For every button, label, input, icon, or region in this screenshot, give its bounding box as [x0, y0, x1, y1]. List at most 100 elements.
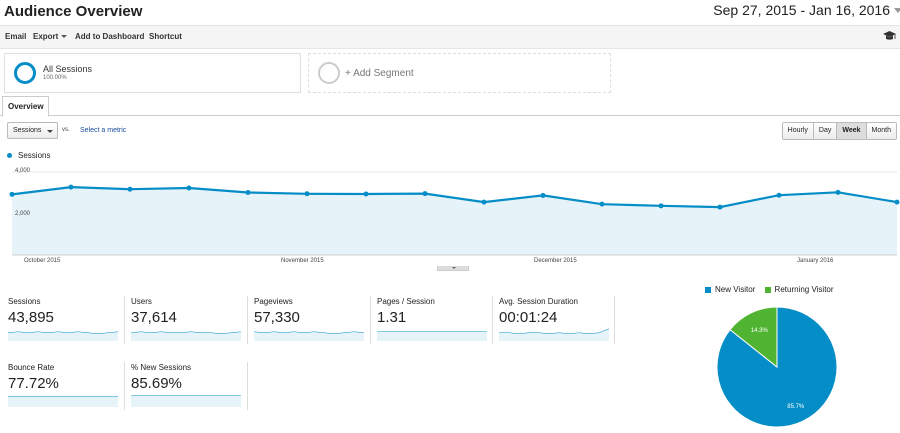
metric-divider: [247, 296, 248, 344]
sessions-point[interactable]: [717, 204, 723, 210]
report-tabs: Overview: [0, 96, 900, 117]
granularity-selector: Hourly Day Week Month: [781, 122, 897, 140]
add-segment-button[interactable]: + Add Segment: [308, 53, 611, 93]
x-tick-label: December 2015: [534, 258, 577, 264]
sessions-point[interactable]: [186, 185, 192, 191]
returning-visitor-swatch: [764, 286, 771, 293]
sparkline: [499, 328, 609, 341]
metric-divider: [124, 296, 125, 344]
sessions-point[interactable]: [776, 192, 782, 198]
visitor-type-pie-chart[interactable]: 85.7% 14.3%: [715, 305, 839, 429]
sessions-point[interactable]: [127, 186, 133, 192]
metric-label: Bounce Rate: [8, 363, 55, 372]
sessions-point[interactable]: [540, 192, 546, 198]
date-range-label: Sep 27, 2015 - Jan 16, 2016: [713, 2, 890, 18]
granularity-hourly[interactable]: Hourly: [782, 123, 813, 139]
metric-value: 85.69%: [131, 375, 182, 392]
pie-legend-label: New Visitor: [715, 285, 756, 294]
sessions-point[interactable]: [68, 184, 74, 190]
metric-label: Pageviews: [254, 297, 293, 306]
collapse-arrow-icon: [452, 267, 456, 269]
sessions-legend-label: Sessions: [18, 151, 51, 160]
metric-value: 00:01:24: [499, 309, 558, 326]
pie-legend: New Visitor Returning Visitor: [705, 285, 834, 294]
sessions-point[interactable]: [599, 201, 605, 207]
metric-bounce-rate[interactable]: Bounce Rate 77.72%: [8, 363, 118, 407]
metric-divider: [614, 296, 615, 344]
chart-legend: Sessions: [7, 151, 50, 160]
metric-label: Pages / Session: [377, 297, 435, 306]
granularity-week[interactable]: Week: [836, 123, 866, 139]
metric-select[interactable]: Sessions: [7, 122, 58, 139]
metric-value: 57,330: [254, 309, 300, 326]
sessions-point[interactable]: [658, 203, 664, 209]
metric-label: Sessions: [8, 297, 41, 306]
report-toolbar: Email Export Add to Dashboard Shortcut: [0, 25, 900, 49]
returning-visitor-slice[interactable]: [729, 306, 778, 369]
sessions-chart-svg[interactable]: [0, 162, 900, 267]
sparkline: [254, 331, 364, 341]
metric-new-sessions[interactable]: % New Sessions 85.69%: [131, 363, 241, 407]
metric-avg-session-duration[interactable]: Avg. Session Duration 00:01:24: [499, 297, 609, 341]
sessions-chart[interactable]: 4,000 2,000 October 2015 November 2015 D…: [0, 162, 900, 267]
sessions-point[interactable]: [422, 191, 428, 197]
segment-ring-icon: [14, 62, 36, 84]
pie-legend-label: Returning Visitor: [774, 285, 834, 294]
sessions-point[interactable]: [9, 191, 15, 197]
metric-divider: [247, 362, 248, 410]
metric-value: 43,895: [8, 309, 54, 326]
metric-pages-per-session[interactable]: Pages / Session 1.31: [377, 297, 487, 341]
metric-users[interactable]: Users 37,614: [131, 297, 241, 341]
metric-sessions[interactable]: Sessions 43,895: [8, 297, 118, 341]
sessions-point[interactable]: [304, 191, 310, 197]
sparkline: [377, 331, 487, 341]
export-dropdown-icon: [61, 35, 68, 39]
sparkline: [8, 331, 118, 341]
sessions-line: [11, 185, 898, 209]
add-segment-label: + Add Segment: [345, 68, 414, 79]
sparkline: [131, 395, 241, 407]
sparkline: [8, 396, 118, 407]
granularity-day[interactable]: Day: [812, 123, 837, 139]
segment-percent: 100.00%: [43, 75, 67, 81]
pie-slice-label: 14.3%: [751, 328, 769, 334]
sessions-point[interactable]: [481, 199, 487, 205]
metric-value: 1.31: [377, 309, 407, 326]
select-a-metric-link[interactable]: Select a metric: [80, 127, 127, 134]
add-to-dashboard-button[interactable]: Add to Dashboard: [75, 32, 145, 41]
x-tick-label: November 2015: [281, 258, 324, 264]
segment-all-sessions[interactable]: All Sessions 100.00%: [4, 53, 301, 93]
x-tick-label: October 2015: [24, 258, 61, 264]
shortcut-button[interactable]: Shortcut: [149, 32, 182, 41]
tab-overview[interactable]: Overview: [2, 96, 49, 117]
report-header: Audience Overview Sep 27, 2015 - Jan 16,…: [0, 0, 900, 24]
sessions-point[interactable]: [245, 190, 251, 196]
metric-label: Avg. Session Duration: [499, 297, 579, 306]
empty-segment-ring-icon: [318, 62, 340, 84]
metric-dropdown-icon: [47, 130, 53, 133]
metric-label: % New Sessions: [131, 363, 192, 372]
y-tick-label: 4,000: [15, 168, 31, 174]
sparkline: [131, 331, 241, 341]
metric-value: 77.72%: [8, 375, 59, 392]
sessions-point[interactable]: [363, 191, 369, 197]
export-label: Export: [33, 32, 59, 41]
graduation-cap-icon[interactable]: [883, 30, 896, 42]
segment-name: All Sessions: [43, 64, 93, 74]
chart-collapse-handle[interactable]: [437, 266, 469, 271]
granularity-month[interactable]: Month: [865, 123, 896, 139]
date-range-dropdown-icon[interactable]: [894, 8, 900, 13]
x-tick-label: January 2016: [797, 258, 834, 264]
metric-value: 37,614: [131, 309, 177, 326]
export-button[interactable]: Export: [33, 32, 68, 41]
date-range-picker[interactable]: Sep 27, 2015 - Jan 16, 2016: [713, 2, 900, 18]
email-button[interactable]: Email: [5, 32, 27, 41]
metric-divider: [124, 362, 125, 410]
sessions-point[interactable]: [835, 189, 841, 195]
metric-pageviews[interactable]: Pageviews 57,330: [254, 297, 364, 341]
metric-divider: [492, 296, 493, 344]
sessions-point[interactable]: [894, 199, 900, 205]
pie-slice-label: 85.7%: [787, 404, 805, 410]
sessions-area: [12, 187, 897, 255]
page-title: Audience Overview: [4, 3, 143, 20]
